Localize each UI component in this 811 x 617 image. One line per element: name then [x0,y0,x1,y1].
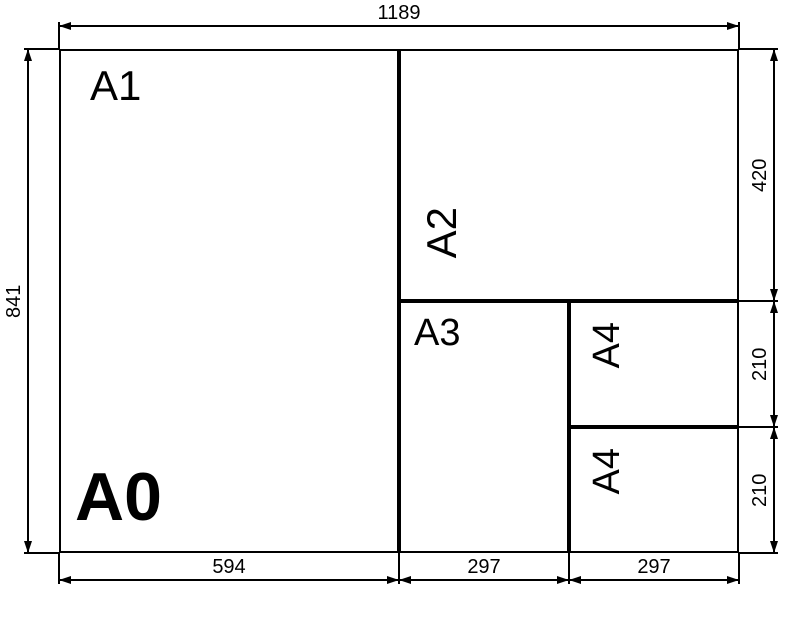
dim-bottom-594-arrow-l [59,576,71,584]
dim-right-420-arrow-u [770,49,778,61]
a4-bottom-label: A4 [586,448,629,494]
a0-label: A0 [75,458,162,536]
dim-bottom-297a-line [399,579,569,581]
dim-left-841-text: 841 [4,271,24,331]
dim-bottom-297a-text: 297 [454,556,514,579]
dim-right-210a-text: 210 [750,334,770,394]
dim-bottom-297b-arrow-l [569,576,581,584]
a2-box [399,49,739,301]
a2-label: A2 [418,207,466,258]
dim-top-1189-line [59,25,739,27]
dim-bottom-594-line [59,579,399,581]
dim-left-841-arrow-u [24,49,32,61]
dim-left-841-arrow-d [24,541,32,553]
dim-top-1189-arrow-l [59,22,71,30]
dim-right-420-text: 420 [750,145,770,205]
dim-right-210a-arrow-u [770,301,778,313]
a3-label: A3 [414,312,460,355]
dim-top-1189-arrow-r [727,22,739,30]
paper-size-diagram: A0 A1 A2 A3 A4 A4 1189 841 594 297 297 420 210 210 [0,0,811,617]
a1-label: A1 [90,62,141,110]
dim-top-1189-text: 1189 [369,2,429,25]
dim-right-210b-text: 210 [750,460,770,520]
dim-bottom-297b-text: 297 [624,556,684,579]
dim-right-210a-line [773,301,775,427]
dim-bottom-297a-arrow-r [557,576,569,584]
dim-bottom-297b-line [569,579,739,581]
dim-right-420-arrow-d [770,289,778,301]
dim-right-210a-arrow-d [770,415,778,427]
dim-right-210b-arrow-d [770,541,778,553]
dim-bottom-594-arrow-r [387,576,399,584]
dim-bottom-297a-arrow-l [399,576,411,584]
dim-right-420-line [773,49,775,301]
dim-right-210b-line [773,427,775,553]
dim-bottom-297b-arrow-r [727,576,739,584]
dim-right-210b-arrow-u [770,427,778,439]
a4-top-label: A4 [586,322,629,368]
dim-bottom-594-text: 594 [199,556,259,579]
dim-left-841-line [27,49,29,553]
